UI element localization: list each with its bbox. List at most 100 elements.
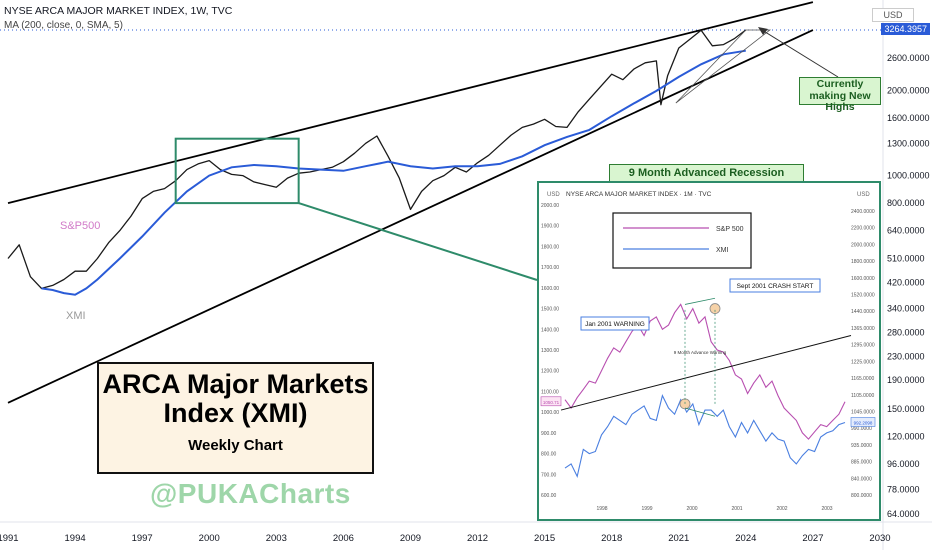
watermark: @PUKACharts — [150, 478, 351, 509]
y-tick-label: 800.0000 — [887, 198, 925, 208]
y-tick-label: 150.0000 — [887, 404, 925, 414]
inset-left-tick: 600.00 — [541, 493, 557, 499]
y-tick-label: 78.0000 — [887, 485, 920, 495]
inset-x-tick: 1998 — [596, 506, 607, 512]
inset-x-tick: 2002 — [776, 506, 787, 512]
lower-support-trendline — [7, 29, 814, 404]
inset-xmi-series — [564, 394, 846, 479]
y-tick-label: 1300.0000 — [887, 138, 930, 148]
x-tick-label: 2012 — [467, 533, 488, 544]
chart-title: NYSE ARCA MAJOR MARKET INDEX, 1W, TVC — [4, 5, 233, 17]
inset-left-tick: 1900.00 — [541, 224, 559, 230]
inset-right-tick: 1165.0000 — [851, 376, 874, 382]
inset-sp500-tag: 1050.71 — [543, 400, 560, 405]
x-tick-label: 2024 — [735, 533, 756, 544]
y-tick-label: 340.0000 — [887, 303, 925, 313]
inset-green-arrow-top — [684, 297, 716, 305]
x-tick-label: 1994 — [65, 533, 86, 544]
inset-left-tick: 2000.00 — [541, 203, 559, 209]
sp500-label: S&P500 — [60, 220, 101, 232]
inset-connector-line — [298, 202, 538, 281]
xmi-label: XMI — [66, 310, 86, 322]
x-tick-label: 2003 — [266, 533, 287, 544]
inset-left-tick: 800.00 — [541, 452, 557, 458]
inset-sept-crash-box — [729, 278, 821, 293]
inset-currency-left: USD — [547, 192, 560, 198]
inset-left-tick: 1300.00 — [541, 348, 559, 354]
y-tick-label: 2000.0000 — [887, 85, 930, 95]
y-tick-label: 1000.0000 — [887, 171, 930, 181]
inset-right-tick: 2200.0000 — [851, 226, 875, 232]
currency-selector[interactable]: USD — [872, 8, 914, 22]
x-tick-label: 2006 — [333, 533, 354, 544]
wedge-triangle — [675, 29, 772, 104]
y-tick-label: 96.0000 — [887, 459, 920, 469]
inset-left-tick: 1800.00 — [541, 244, 559, 250]
inset-x-tick: 2000 — [686, 506, 697, 512]
inset-left-tick: 1100.00 — [541, 389, 559, 395]
inset-right-tick: 1800.0000 — [851, 259, 875, 265]
inset-right-tick: 1365.0000 — [851, 326, 875, 332]
x-tick-label: 1991 — [0, 533, 19, 544]
inset-left-tick: 1700.00 — [541, 265, 559, 271]
inset-sept-circle — [709, 303, 721, 314]
inset-right-tick: 1440.0000 — [851, 309, 875, 315]
y-tick-label: 64.0000 — [887, 509, 920, 519]
upper-resistance-trendline — [7, 1, 814, 204]
indicator-legend: MA (200, close, 0, SMA, 5) — [4, 20, 123, 31]
y-tick-label: 190.0000 — [887, 375, 925, 385]
inset-trendline — [560, 335, 852, 411]
y-tick-label: 120.0000 — [887, 432, 925, 442]
inset-right-tick: 885.0000 — [851, 460, 872, 466]
title-box: ARCA Major Markets Index (XMI) Weekly Ch… — [97, 362, 374, 474]
inset-right-tick: 800.0000 — [851, 493, 872, 499]
x-tick-label: 2030 — [869, 533, 890, 544]
inset-sp500-series — [564, 303, 846, 440]
inset-left-tick: 1400.00 — [541, 327, 559, 333]
inset-x-tick: 2003 — [821, 506, 832, 512]
inset-right-tick: 1295.0000 — [851, 343, 875, 349]
inset-chart-svg: USD NYSE ARCA MAJOR MARKET INDEX · 1M · T… — [540, 191, 876, 512]
inset-left-tick: 1600.00 — [541, 286, 559, 292]
inset-right-tick: 2000.0000 — [851, 242, 875, 248]
x-tick-label: 2027 — [802, 533, 823, 544]
inset-right-tick: 1600.0000 — [851, 276, 875, 282]
title-line-1: ARCA Major Markets — [102, 369, 369, 399]
last-price-tag: 3264.3957 — [881, 23, 930, 35]
xmi-price-series — [7, 29, 747, 290]
inset-sp500-tag-box — [540, 396, 562, 407]
x-tick-label: 2021 — [668, 533, 689, 544]
y-tick-label: 510.0000 — [887, 254, 925, 264]
inset-left-tick: 1000.00 — [541, 410, 559, 416]
inset-right-tick: 1105.0000 — [851, 393, 874, 399]
inset-currency-right: USD — [857, 192, 870, 198]
y-tick-label: 1600.0000 — [887, 113, 930, 123]
new-highs-callout: Currently making New Highs — [799, 77, 881, 113]
inset-chart: USD NYSE ARCA MAJOR MARKET INDEX · 1M · T… — [537, 181, 881, 521]
x-tick-label: 2015 — [534, 533, 555, 544]
x-tick-label: 2000 — [199, 533, 220, 544]
inset-right-tick: 935.0000 — [851, 443, 872, 449]
inset-right-tick: 1225.0000 — [851, 359, 875, 365]
inset-right-tick: 990.0000 — [851, 426, 872, 432]
x-tick-label: 1997 — [132, 533, 153, 544]
inset-green-arrow-bottom — [684, 407, 716, 417]
y-tick-label: 2600.0000 — [887, 53, 930, 63]
inset-xmi-tag-box — [850, 417, 876, 427]
inset-left-tick: 700.00 — [541, 472, 557, 478]
inset-right-tick: 1520.0000 — [851, 293, 875, 299]
x-tick-label: 2009 — [400, 533, 421, 544]
y-tick-label: 420.0000 — [887, 277, 925, 287]
inset-sept-crash-label: Sept 2001 CRASH START — [737, 283, 814, 290]
x-tick-label: 2018 — [601, 533, 622, 544]
inset-advance-note: 9 Month Advance Warning — [674, 350, 727, 355]
inset-left-tick: 1500.00 — [541, 307, 559, 313]
inset-left-tick: 1200.00 — [541, 369, 559, 375]
inset-x-tick: 2001 — [731, 506, 742, 512]
inset-right-tick: 1045.0000 — [851, 409, 875, 415]
callout-arrow-head — [758, 27, 768, 35]
highlight-box — [174, 137, 300, 205]
ma200-series — [41, 49, 746, 296]
